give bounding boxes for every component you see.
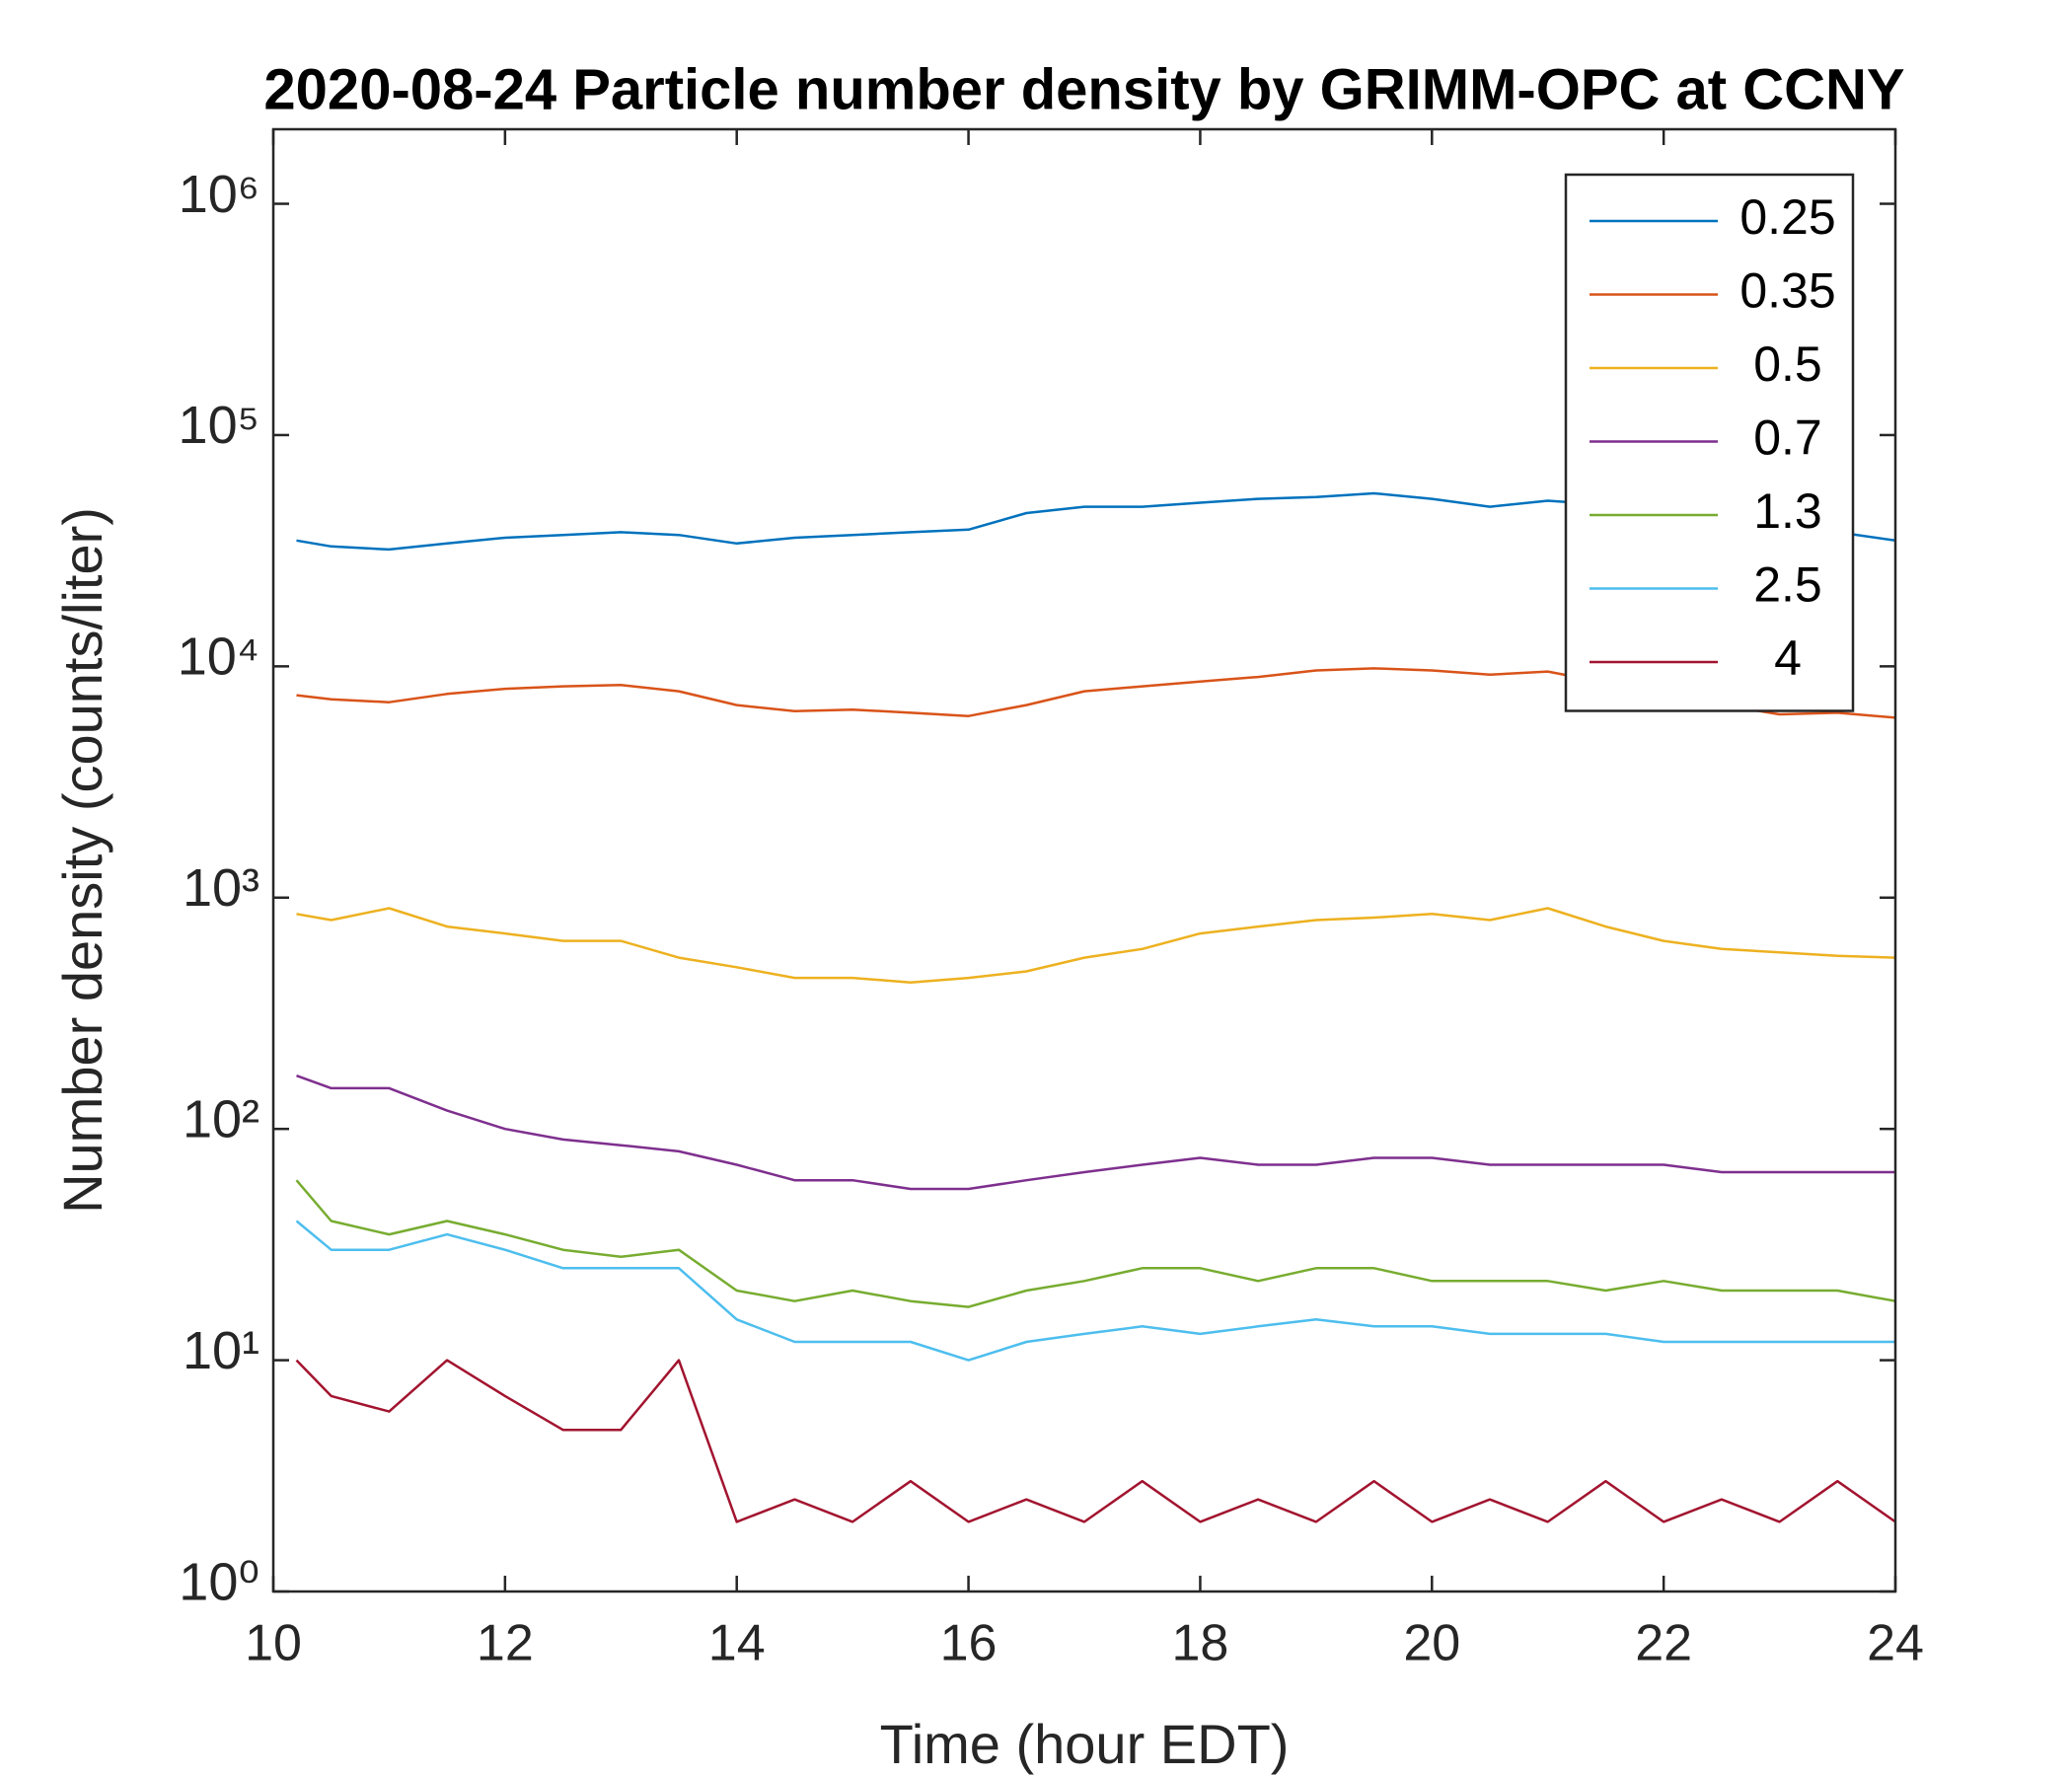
y-axis-label: Number density (counts/liter) — [51, 507, 113, 1214]
x-tick-label: 12 — [477, 1615, 534, 1672]
x-tick-label: 18 — [1172, 1615, 1229, 1672]
y-tick-label: 10³ — [183, 858, 259, 918]
series-line — [296, 1074, 1895, 1191]
legend-label: 1.3 — [1753, 483, 1822, 539]
y-tick-label: 10⁵ — [179, 396, 259, 455]
y-tick-label: 10⁶ — [179, 165, 259, 224]
series-line — [296, 907, 1895, 984]
legend-label: 4 — [1774, 630, 1802, 686]
x-tick-label: 24 — [1867, 1615, 1924, 1672]
series-line — [295, 1220, 1895, 1362]
x-tick-label: 20 — [1403, 1615, 1460, 1672]
series-line — [295, 1359, 1895, 1523]
y-tick-label: 10⁰ — [179, 1552, 259, 1611]
legend-label: 0.25 — [1739, 189, 1835, 245]
x-axis-label: Time (hour EDT) — [880, 1713, 1290, 1775]
chart-title: 2020-08-24 Particle number density by GR… — [263, 57, 1904, 121]
plot-lines — [295, 491, 1895, 1523]
legend-label: 2.5 — [1753, 557, 1822, 613]
y-tick-label: 10¹ — [183, 1321, 259, 1380]
legend-label: 0.7 — [1753, 410, 1822, 466]
axes-box — [271, 127, 1897, 1593]
series-line — [295, 1179, 1895, 1308]
y-tick-label: 10⁴ — [178, 628, 259, 687]
x-tick-label: 22 — [1635, 1615, 1692, 1672]
legend-label: 0.5 — [1753, 336, 1822, 392]
x-tick-label: 16 — [940, 1615, 998, 1672]
x-tick-label: 10 — [245, 1615, 302, 1672]
y-tick-label: 10² — [183, 1089, 259, 1148]
x-tick-label: 14 — [708, 1615, 766, 1672]
legend-label: 0.35 — [1739, 263, 1835, 319]
